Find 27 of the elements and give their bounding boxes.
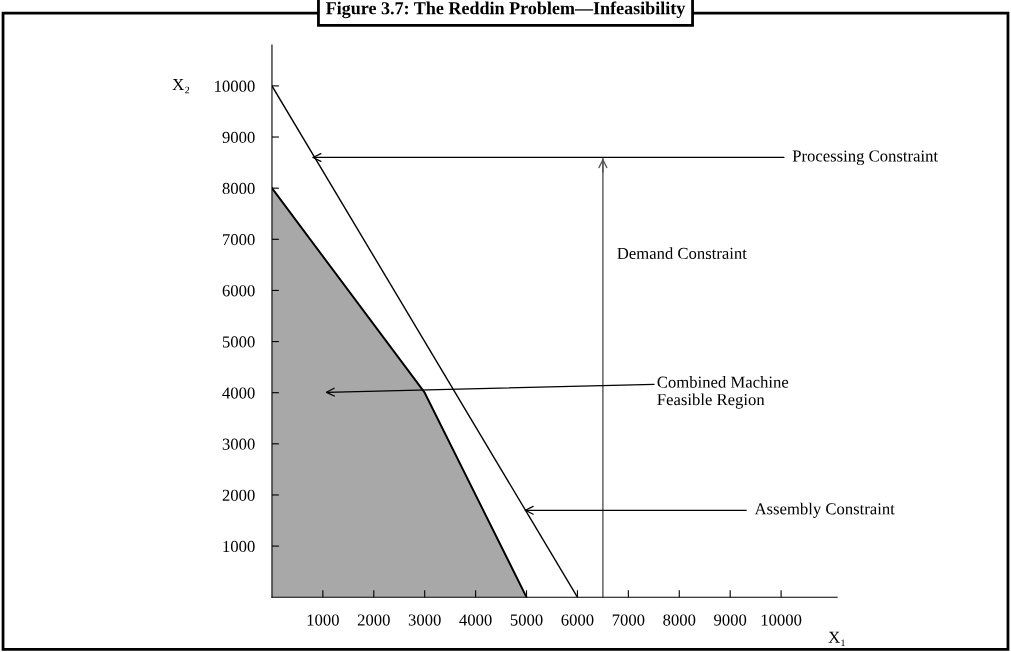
chart-title: Figure 3.7: The Reddin Problem—Infeasibility [325, 1, 686, 19]
y-tick-label: 10000 [215, 80, 255, 92]
x-tick-label: 5000 [510, 614, 543, 626]
annotation: Combined Machine Feasible Region [657, 376, 789, 409]
y-tick-label: 1000 [223, 540, 255, 553]
x-tick-label: 2000 [357, 614, 390, 626]
x-tick-label: 1000 [307, 614, 339, 626]
y-axis-title: X₂ [172, 78, 190, 94]
y-tick-label: 4000 [222, 387, 255, 399]
y-tick-label: 8000 [222, 182, 255, 195]
x-axis-title: X₁ [828, 631, 845, 646]
x-tick-label: 8000 [663, 614, 696, 626]
x-tick-label: 7000 [612, 614, 645, 626]
y-tick-label: 9000 [222, 131, 255, 143]
x-tick-label: 3000 [408, 614, 441, 626]
y-tick-label: 5000 [222, 336, 255, 348]
x-tick-label: 10000 [761, 614, 802, 626]
y-tick-label: 7000 [223, 234, 255, 246]
annotation: Assembly Constraint [754, 502, 895, 518]
x-tick-label: 6000 [561, 614, 594, 626]
annotation: Processing Constraint [792, 150, 938, 166]
ref-line-label: Demand Constraint [617, 247, 747, 260]
y-tick-label: 3000 [222, 438, 255, 450]
x-tick-label: 4000 [459, 614, 492, 626]
y-tick-label: 6000 [222, 285, 255, 297]
x-tick-label: 9000 [714, 614, 747, 626]
y-tick-label: 2000 [222, 489, 255, 501]
